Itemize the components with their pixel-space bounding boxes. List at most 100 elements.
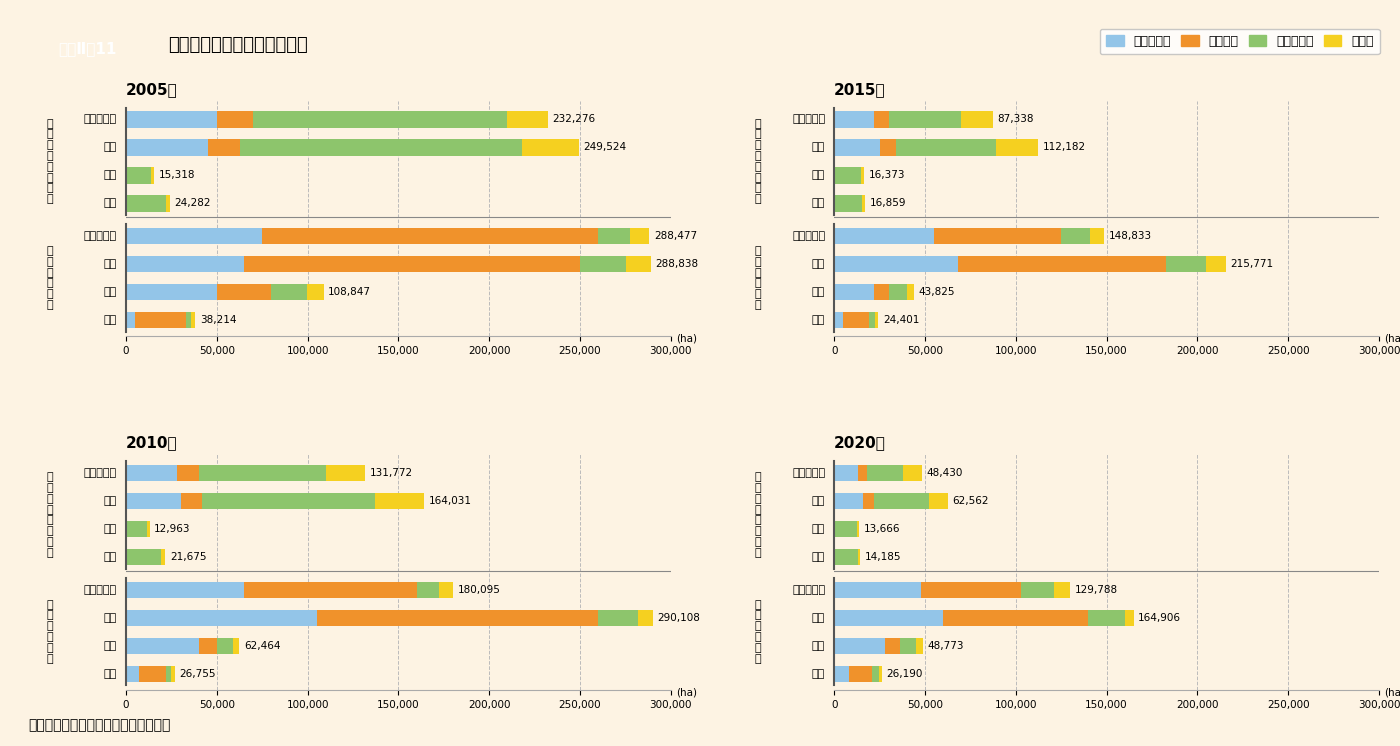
Bar: [126, 465, 176, 481]
Text: 下尊りなど: 下尊りなど: [792, 231, 825, 241]
Text: (ha): (ha): [1385, 687, 1400, 698]
Text: 下尊りなど: 下尊りなど: [84, 585, 118, 595]
Bar: [903, 465, 923, 481]
Bar: [995, 140, 1037, 156]
Bar: [834, 665, 848, 682]
Bar: [522, 140, 580, 156]
Bar: [161, 549, 165, 565]
Text: 16,373: 16,373: [868, 170, 904, 181]
Bar: [181, 493, 202, 510]
Bar: [171, 665, 175, 682]
Bar: [928, 493, 948, 510]
Text: 下尊りなど: 下尊りなど: [84, 468, 118, 478]
Text: 間佐: 間佐: [812, 496, 825, 506]
Text: 24,401: 24,401: [883, 315, 920, 325]
Text: 112,182: 112,182: [1043, 142, 1085, 152]
Bar: [843, 312, 868, 328]
Text: 16,859: 16,859: [869, 198, 906, 208]
Bar: [834, 195, 862, 212]
Bar: [316, 609, 598, 626]
Bar: [134, 312, 186, 328]
Text: 62,562: 62,562: [952, 496, 988, 506]
Bar: [126, 167, 151, 184]
Text: 主伐: 主伐: [104, 170, 118, 181]
Bar: [916, 638, 923, 654]
Text: (ha): (ha): [676, 687, 697, 698]
Text: 26,190: 26,190: [886, 668, 923, 679]
Bar: [126, 609, 316, 626]
Bar: [580, 256, 626, 272]
Bar: [217, 284, 272, 301]
Bar: [834, 167, 861, 184]
Bar: [167, 665, 171, 682]
Text: 作
業
受
託
面
穎: 作 業 受 託 面 穎: [755, 246, 762, 310]
Bar: [834, 582, 921, 598]
Text: 288,838: 288,838: [655, 259, 699, 269]
Text: 資料：農林水産省「農林業センサス」: 資料：農林水産省「農林業センサス」: [28, 718, 171, 733]
Text: 間佐: 間佐: [104, 259, 118, 269]
Text: 主伐: 主伐: [812, 287, 825, 297]
Bar: [857, 521, 860, 537]
Bar: [192, 312, 196, 328]
Bar: [207, 140, 241, 156]
Bar: [126, 111, 217, 128]
Text: 植林: 植林: [104, 552, 118, 562]
Text: (ha): (ha): [676, 333, 697, 344]
Text: 植林: 植林: [104, 198, 118, 208]
Text: 資料Ⅱ－11: 資料Ⅱ－11: [59, 41, 116, 56]
Bar: [244, 256, 580, 272]
Text: 129,788: 129,788: [1074, 585, 1117, 595]
Bar: [598, 609, 638, 626]
Text: 保
有
山
林
作
業
面
穎: 保 有 山 林 作 業 面 穎: [755, 472, 762, 558]
Text: 間佐: 間佐: [104, 496, 118, 506]
Bar: [272, 284, 308, 301]
Text: 14,185: 14,185: [865, 552, 902, 562]
Bar: [1088, 609, 1124, 626]
Text: 間佐: 間佐: [104, 142, 118, 152]
Text: 108,847: 108,847: [328, 287, 371, 297]
Text: 主伐: 主伐: [812, 641, 825, 651]
Text: 13,666: 13,666: [864, 524, 900, 534]
Bar: [202, 493, 375, 510]
Bar: [1054, 582, 1070, 598]
Bar: [308, 284, 323, 301]
Bar: [126, 140, 207, 156]
Bar: [848, 665, 872, 682]
Bar: [167, 195, 169, 212]
Bar: [867, 465, 903, 481]
Bar: [176, 465, 199, 481]
Bar: [864, 493, 874, 510]
Bar: [834, 638, 885, 654]
Text: 保
有
山
林
作
業
面
穎: 保 有 山 林 作 業 面 穎: [755, 119, 762, 204]
Bar: [944, 609, 1088, 626]
Bar: [885, 638, 900, 654]
Bar: [507, 111, 547, 128]
Text: 主伐: 主伐: [812, 170, 825, 181]
Text: (ha): (ha): [1385, 333, 1400, 344]
Bar: [862, 195, 865, 212]
Bar: [438, 582, 454, 598]
Text: 植林: 植林: [812, 198, 825, 208]
Bar: [834, 140, 879, 156]
Text: 植林: 植林: [104, 668, 118, 679]
Bar: [889, 284, 907, 301]
Bar: [889, 111, 962, 128]
Bar: [126, 582, 244, 598]
Bar: [834, 312, 843, 328]
Text: 24,282: 24,282: [175, 198, 211, 208]
Text: 62,464: 62,464: [244, 641, 280, 651]
Text: 下尊りなど: 下尊りなど: [792, 114, 825, 125]
Text: 232,276: 232,276: [553, 114, 595, 125]
Legend: 民間事業体, 森林組合, 個人経営体, その他: 民間事業体, 森林組合, 個人経営体, その他: [1100, 28, 1380, 54]
Text: 164,906: 164,906: [1138, 612, 1182, 623]
Bar: [126, 665, 139, 682]
Bar: [834, 228, 934, 244]
Bar: [834, 609, 944, 626]
Bar: [874, 493, 928, 510]
Bar: [253, 111, 507, 128]
Bar: [1124, 609, 1134, 626]
Bar: [879, 665, 882, 682]
Text: 87,338: 87,338: [997, 114, 1033, 125]
Bar: [1091, 228, 1105, 244]
Text: 組織形態別の作業面穎の推移: 組織形態別の作業面穎の推移: [168, 36, 308, 54]
